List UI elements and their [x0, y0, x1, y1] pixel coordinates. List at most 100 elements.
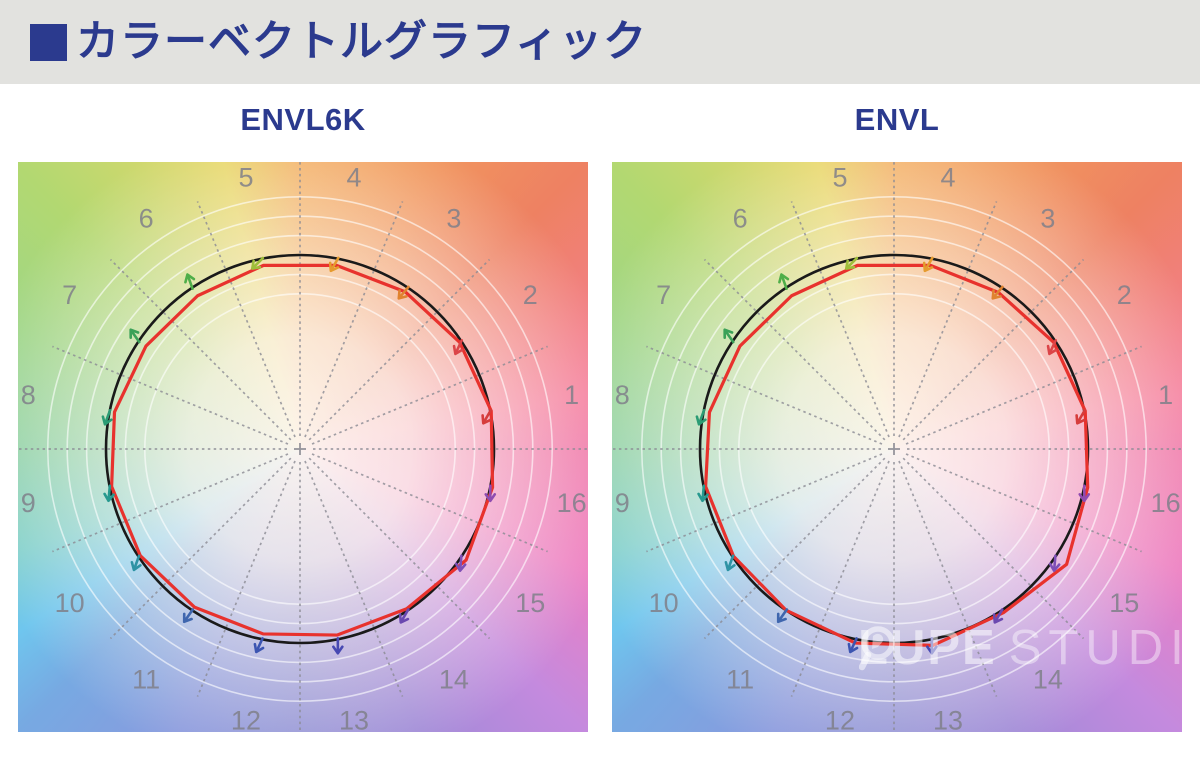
radial-gridline	[308, 258, 491, 441]
radial-gridline	[902, 258, 1085, 441]
hue-shift-arrow	[723, 328, 735, 344]
hue-bin-label: 3	[446, 204, 461, 234]
hue-bin-label: 13	[933, 706, 963, 732]
hue-bin-label: 3	[1040, 204, 1055, 234]
hue-shift-arrow	[481, 408, 493, 425]
hue-bin-label: 15	[1109, 588, 1139, 618]
hue-bin-label: 7	[62, 280, 77, 310]
radial-gridline	[790, 460, 890, 697]
hue-shift-arrow	[922, 256, 934, 273]
radial-gridline	[902, 457, 1085, 640]
hue-bin-label: 8	[615, 380, 630, 410]
hue-bin-label: 16	[557, 488, 587, 518]
graticule-ring	[679, 234, 1109, 664]
hue-bin-label: 9	[21, 488, 36, 518]
hue-shift-arrow	[452, 339, 464, 356]
graticule-ring	[641, 196, 1147, 702]
center-cross	[294, 443, 306, 455]
hue-shift-arrow	[778, 273, 790, 290]
hue-bin-label: 16	[1151, 488, 1181, 518]
hue-shift-arrow	[397, 285, 410, 300]
test-source-polygon	[704, 263, 1090, 647]
radial-gridline	[905, 345, 1142, 445]
page-title: カラーベクトルグラフィック	[76, 17, 648, 66]
radial-gridline	[703, 258, 886, 441]
hue-bin-label: 7	[656, 280, 671, 310]
header-band: カラーベクトルグラフィック	[0, 0, 1200, 84]
hue-shift-arrow	[184, 273, 196, 290]
hue-shift-arrow	[398, 608, 410, 624]
hue-shift-arrow	[992, 608, 1004, 624]
hue-bin-label: 14	[1033, 664, 1063, 694]
center-cross	[888, 443, 900, 455]
radial-gridline	[52, 345, 289, 445]
hue-bin-label: 10	[649, 588, 679, 618]
hue-shift-arrow	[130, 554, 142, 572]
graticule-ring	[85, 234, 515, 664]
hue-shift-arrow	[1048, 554, 1061, 573]
hue-bin-label: 11	[132, 664, 160, 694]
hue-bin-label: 5	[832, 162, 847, 192]
hue-bin-label: 1	[564, 380, 579, 410]
hue-bin-label: 14	[439, 664, 469, 694]
chart-label-envl: ENVL	[854, 102, 940, 137]
hue-bin-label: 5	[238, 162, 253, 192]
radial-gridline	[898, 201, 998, 438]
hue-shift-arrow	[926, 636, 938, 655]
hue-bin-label: 4	[347, 162, 362, 192]
hue-bin-label: 1	[1158, 380, 1173, 410]
vectorscope-chart-envl6k: 1 2 3 4 5 6 7 8 9 10 11 12 13 14 15 16	[18, 162, 588, 732]
hue-shift-arrow	[250, 256, 265, 270]
hue-shift-arrow	[847, 637, 859, 654]
hue-shift-arrow	[454, 554, 467, 573]
hue-shift-arrow	[1078, 484, 1091, 503]
radial-gridline	[196, 460, 296, 697]
hue-shift-arrow	[776, 608, 789, 624]
radial-gridline	[304, 201, 404, 438]
hue-shift-arrow	[328, 256, 340, 273]
radial-gridline	[646, 345, 883, 445]
hue-shift-arrow	[484, 484, 497, 503]
radial-gridline	[109, 258, 292, 441]
radial-gridline	[646, 453, 883, 553]
hue-shift-arrow	[253, 637, 265, 654]
hue-shift-arrow	[332, 636, 344, 655]
radial-gridline	[311, 345, 548, 445]
reference-circle	[104, 253, 496, 645]
hue-shift-arrow	[182, 608, 195, 624]
hue-shift-arrow	[129, 328, 141, 344]
hue-bin-label: 10	[55, 588, 85, 618]
hue-bin-label: 8	[21, 380, 36, 410]
hue-bin-label: 11	[726, 664, 754, 694]
radial-gridline	[52, 453, 289, 553]
radial-gridline	[311, 453, 548, 553]
hue-bin-label: 15	[515, 588, 545, 618]
hue-shift-arrow	[695, 408, 707, 426]
hue-bin-label: 12	[231, 706, 261, 732]
hue-shift-arrow	[697, 484, 709, 503]
hue-shift-arrow	[991, 285, 1004, 300]
hue-bin-label: 12	[825, 706, 855, 732]
radial-gridline	[898, 460, 998, 697]
hue-bin-label: 6	[139, 204, 154, 234]
hue-bin-label: 2	[523, 280, 538, 310]
graticule-ring	[47, 196, 553, 702]
radial-gridline	[790, 201, 890, 438]
title-square-icon	[30, 23, 67, 61]
test-source-polygon	[110, 263, 495, 637]
hue-bin-label: 9	[615, 488, 630, 518]
hue-bin-label: 4	[941, 162, 956, 192]
hue-shift-arrow	[1075, 408, 1087, 425]
hue-shift-arrow	[844, 256, 859, 270]
radial-gridline	[304, 460, 404, 697]
hue-bin-label: 6	[733, 204, 748, 234]
hue-shift-arrow	[724, 554, 736, 572]
hue-shift-arrow	[103, 484, 115, 503]
radial-gridline	[109, 457, 292, 640]
hue-shift-arrow	[101, 408, 113, 426]
radial-gridline	[308, 457, 491, 640]
hue-shift-arrow	[1046, 339, 1058, 356]
